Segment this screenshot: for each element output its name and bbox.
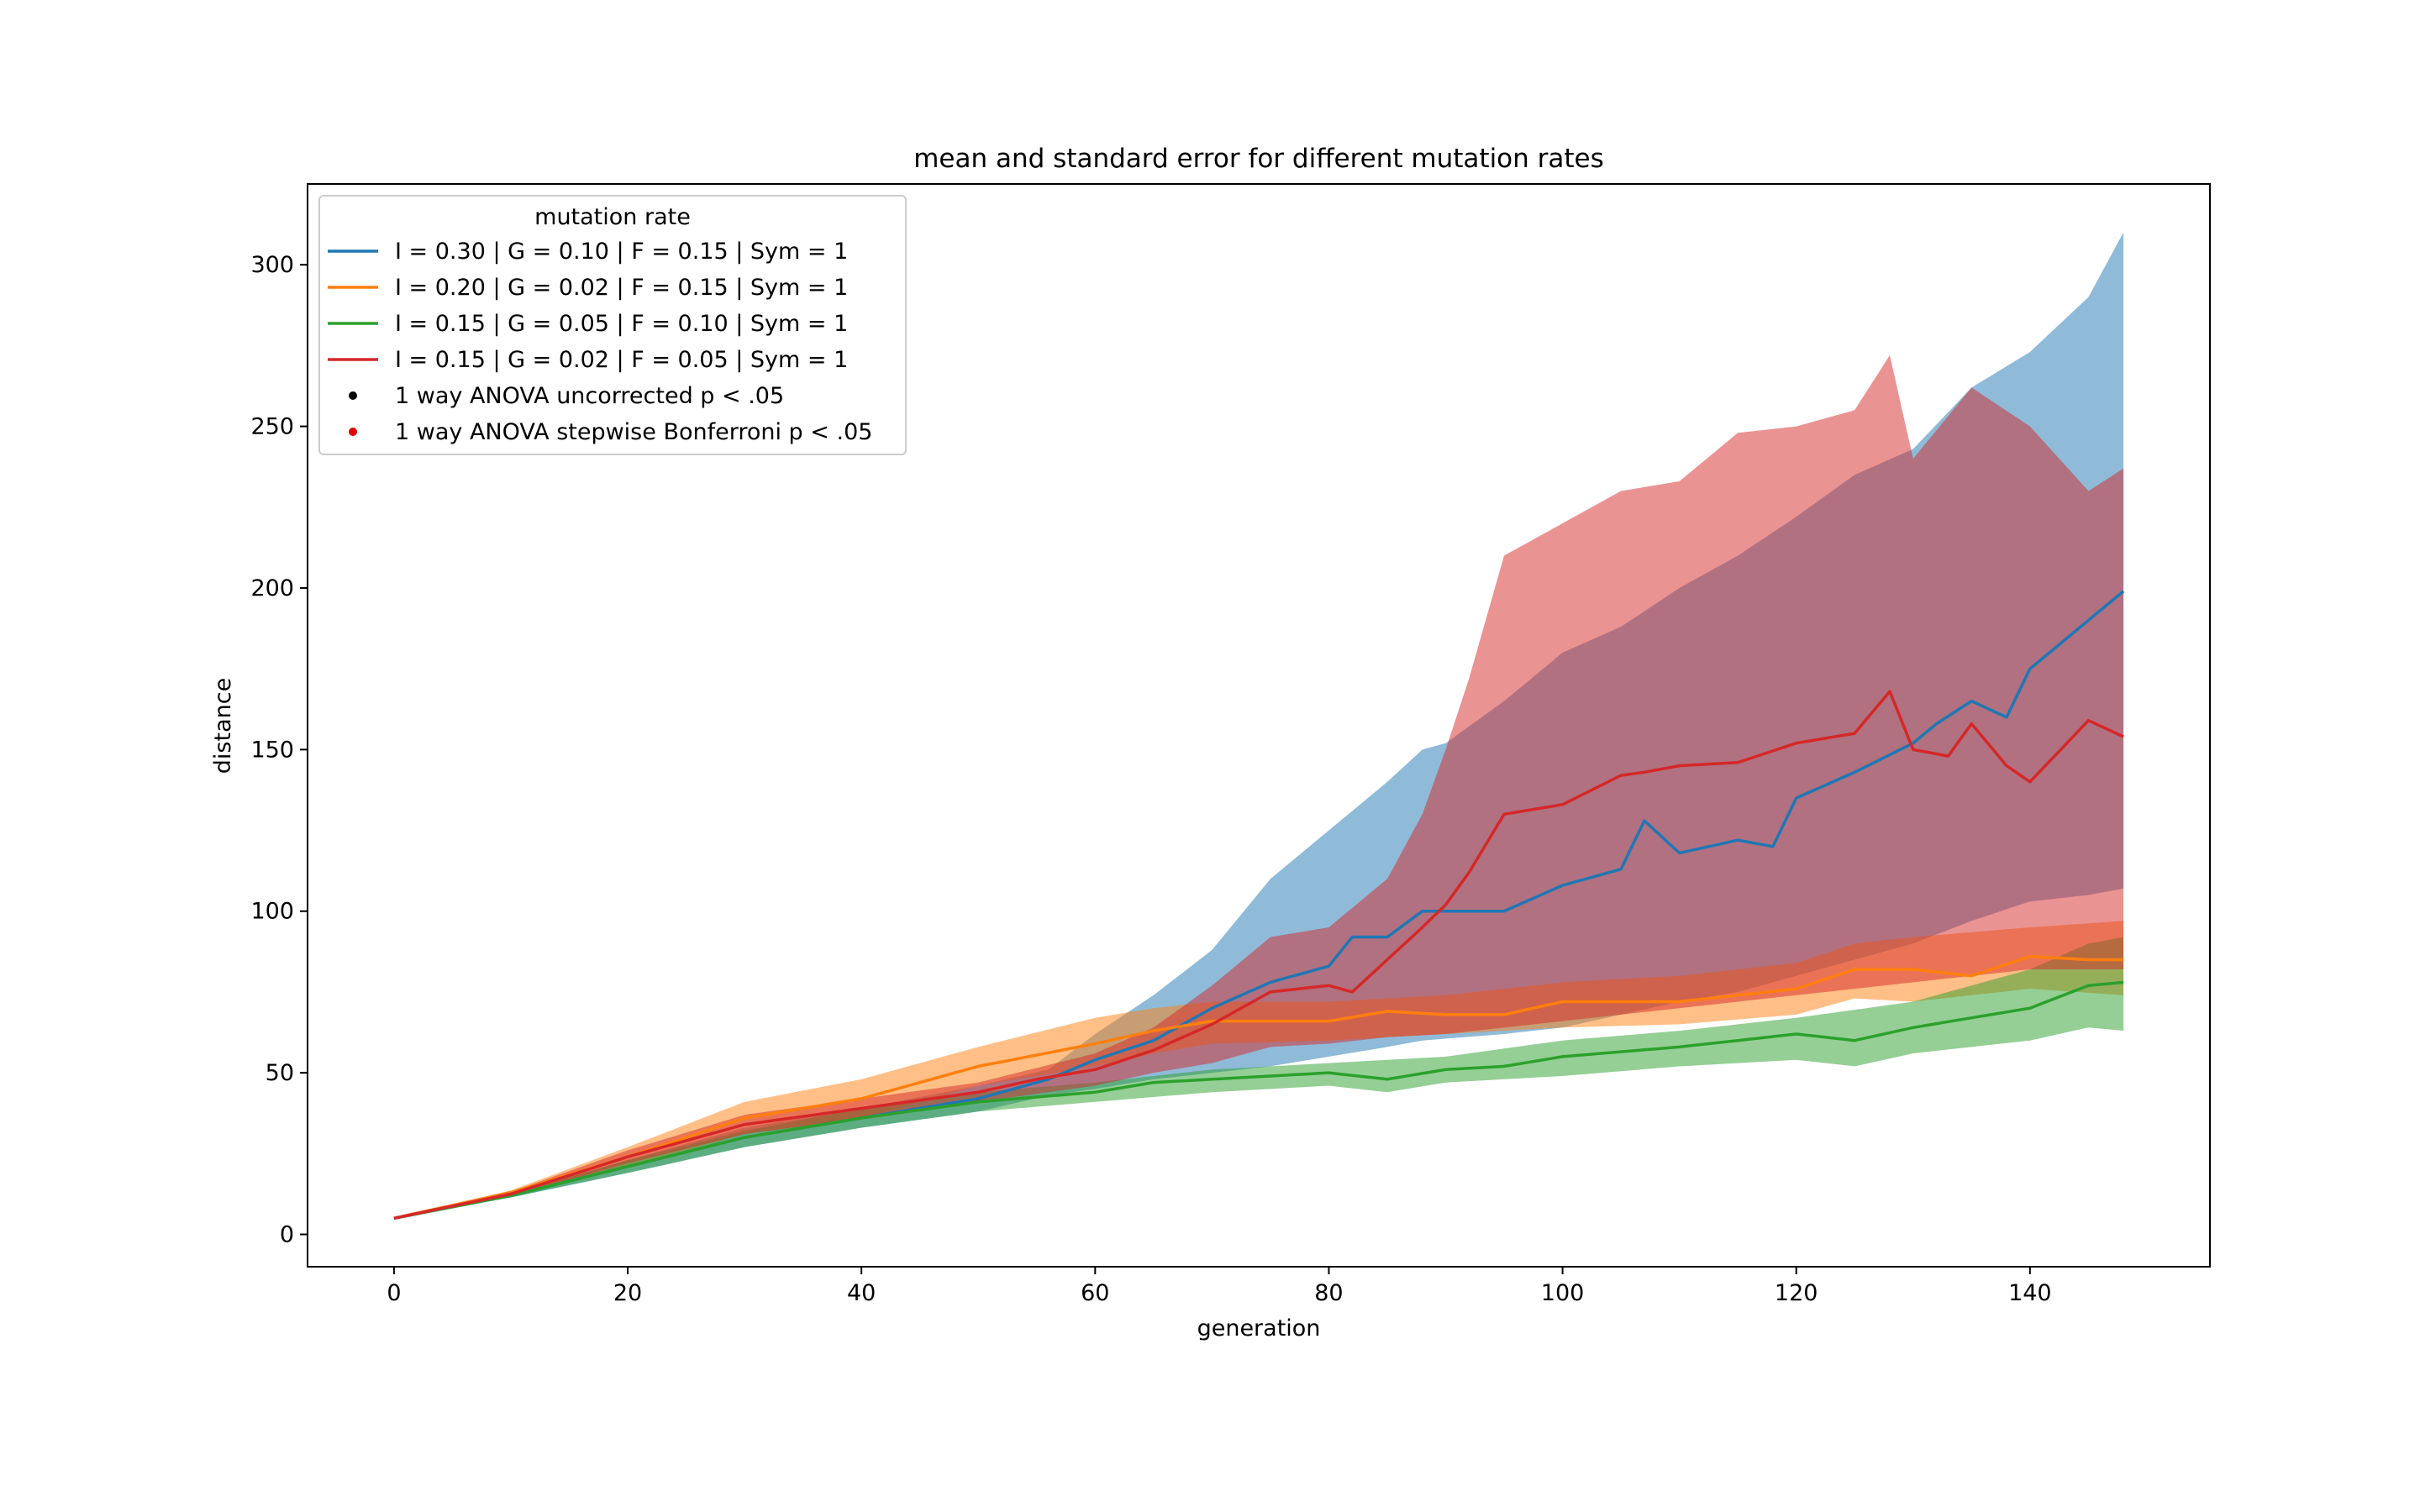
y-axis: 0 50 100 150 200 250 300 (250, 252, 308, 1248)
legend-marker-swatch (349, 391, 357, 400)
x-tick-label: 60 (1081, 1280, 1109, 1306)
legend-label: 1 way ANOVA stepwise Bonferroni p < .05 (395, 419, 872, 445)
y-tick-label: 100 (250, 899, 294, 925)
series-lines (393, 590, 2125, 1221)
x-tick-label: 140 (2008, 1280, 2052, 1306)
legend-marker-swatch (349, 428, 357, 436)
x-tick-label: 0 (387, 1280, 401, 1306)
x-tick-label: 40 (847, 1280, 876, 1306)
x-tick-label: 20 (613, 1280, 642, 1306)
x-tick-label: 80 (1314, 1280, 1343, 1306)
y-tick-label: 250 (250, 414, 294, 440)
mean-line-series-2 (393, 954, 2124, 1221)
y-tick-label: 150 (250, 737, 294, 763)
legend-title: mutation rate (534, 204, 691, 230)
x-tick-label: 120 (1775, 1280, 1818, 1306)
legend: mutation rate I = 0.30 | G = 0.10 | F = … (318, 195, 907, 455)
plot-frame (307, 183, 2211, 1268)
y-tick-label: 300 (250, 252, 294, 278)
error-band-series-4 (393, 354, 2124, 1219)
x-tick-label: 100 (1541, 1280, 1585, 1306)
mean-line-series-3 (393, 980, 2124, 1221)
legend-label: I = 0.30 | G = 0.10 | F = 0.15 | Sym = 1 (395, 239, 848, 265)
legend-label: I = 0.15 | G = 0.05 | F = 0.10 | Sym = 1 (395, 311, 848, 337)
y-tick-label: 0 (280, 1222, 294, 1248)
chart-title: mean and standard error for different mu… (913, 144, 1604, 174)
y-tick-label: 50 (266, 1060, 294, 1086)
y-tick-label: 200 (250, 575, 294, 601)
legend-box (318, 195, 907, 455)
legend-label: I = 0.15 | G = 0.02 | F = 0.05 | Sym = 1 (395, 347, 848, 373)
legend-label: 1 way ANOVA uncorrected p < .05 (395, 383, 784, 409)
x-axis: 0 20 40 60 80 100 120 140 (387, 1267, 2052, 1306)
mean-line-series-4 (393, 690, 2124, 1221)
x-axis-label: generation (1197, 1315, 1321, 1341)
y-axis-label: distance (210, 678, 236, 774)
legend-label: I = 0.20 | G = 0.02 | F = 0.15 | Sym = 1 (395, 275, 848, 301)
legend-entries: I = 0.30 | G = 0.10 | F = 0.15 | Sym = 1… (328, 239, 872, 445)
